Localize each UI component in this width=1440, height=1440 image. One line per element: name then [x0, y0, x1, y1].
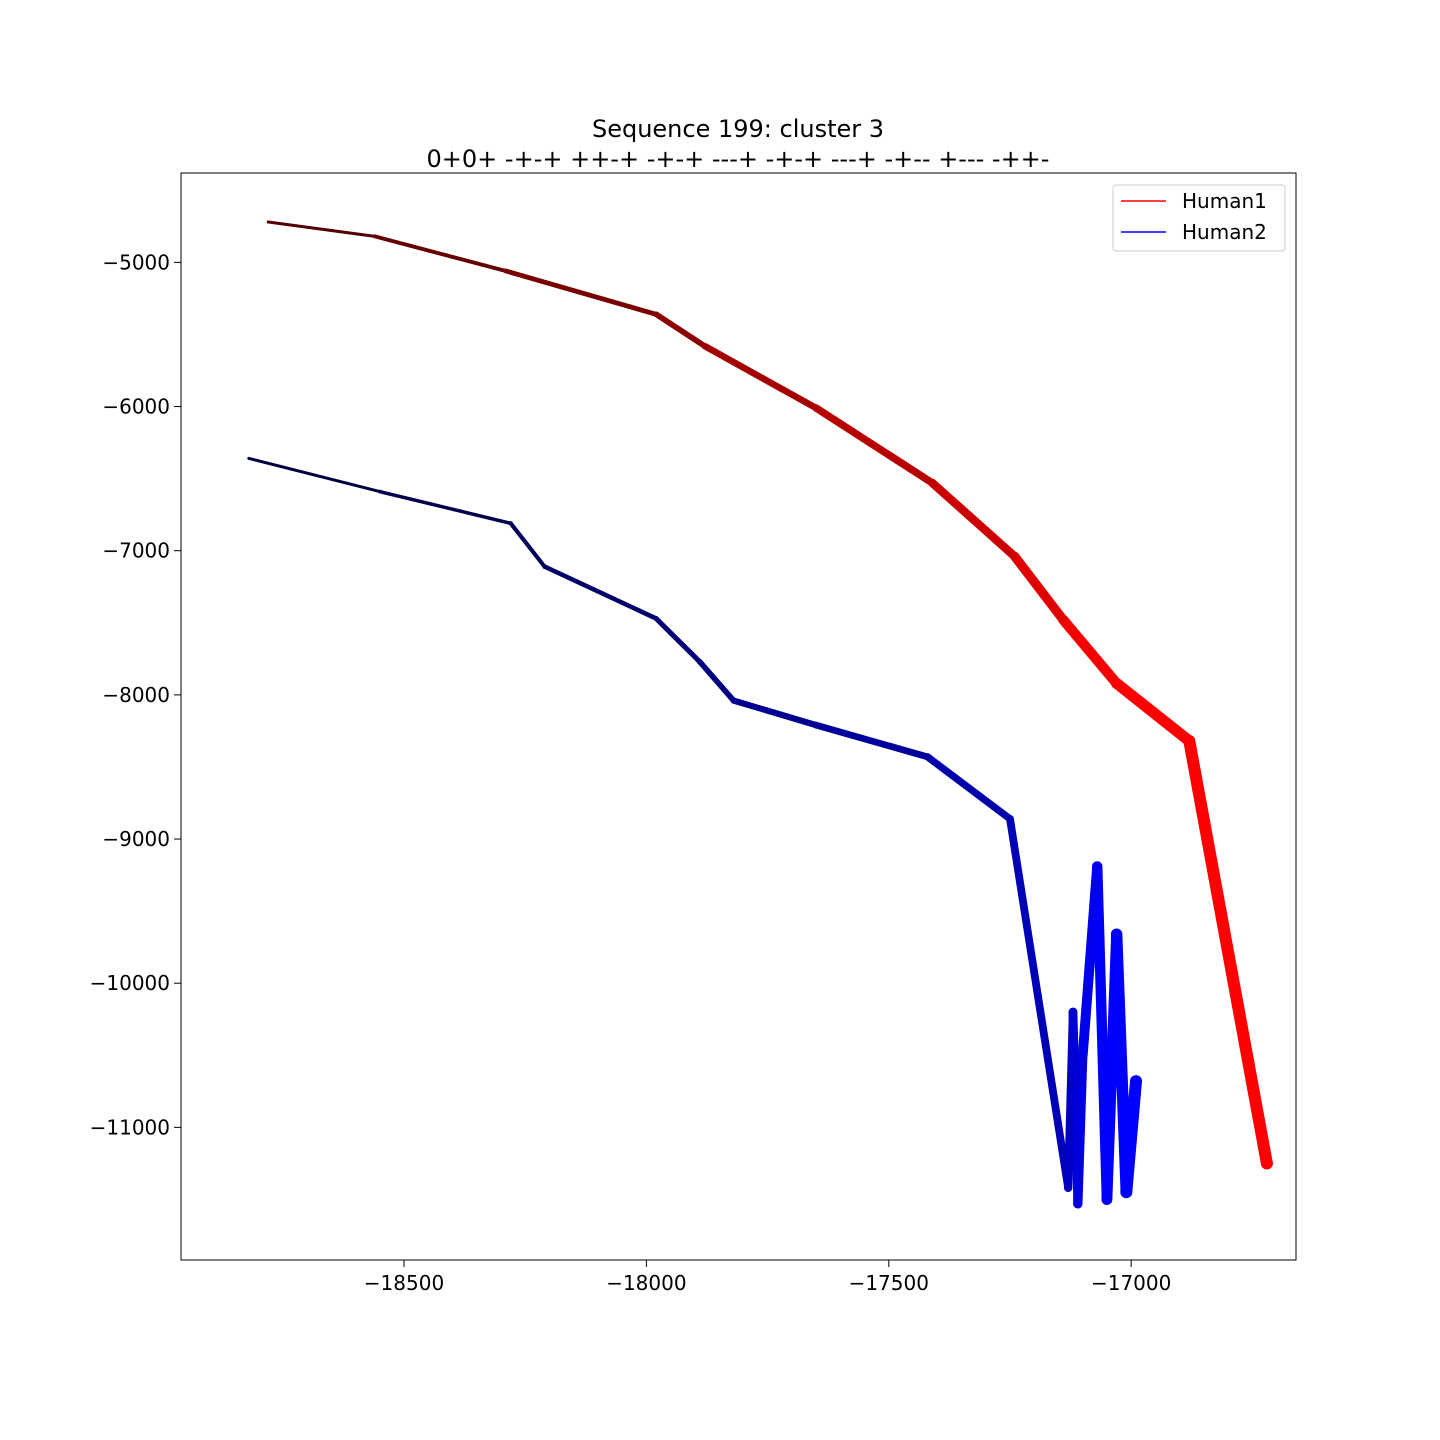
series-human2-point	[1111, 928, 1123, 940]
series-human1-point	[701, 342, 708, 350]
series-human1-point	[1183, 735, 1195, 747]
series-human2-point	[730, 697, 737, 704]
y-tick-label: −10000	[90, 971, 170, 995]
series-human1-point	[373, 234, 377, 239]
series-human2-point	[1101, 1194, 1113, 1205]
series-human1-point	[1058, 615, 1069, 625]
legend-label-human1: Human1	[1182, 189, 1267, 213]
series-human2-segment	[542, 564, 659, 621]
series-human2-point	[696, 658, 703, 665]
series-human2-point	[1073, 1199, 1083, 1209]
series-human2-point	[1064, 1183, 1073, 1192]
series-human1-point	[1111, 678, 1122, 689]
series-human1-point	[928, 479, 937, 487]
series-human2-point	[508, 521, 513, 526]
series-human1-segment	[701, 342, 820, 412]
series-human2-point	[924, 753, 932, 761]
series-human2-segment	[923, 753, 1014, 823]
series-human2-segment	[378, 489, 513, 526]
legend: Human1 Human2	[1112, 184, 1286, 252]
series-human2-segment	[812, 721, 931, 761]
series-human2-point	[1092, 861, 1103, 872]
x-tick-label: −17500	[849, 1271, 929, 1295]
series-human2-segment	[1006, 815, 1073, 1192]
series-human2-segment	[653, 615, 703, 665]
series-human1-segment	[812, 404, 937, 487]
x-tick-label: −18000	[606, 1271, 686, 1295]
series-human2	[247, 456, 1142, 1209]
y-tick-label: −11000	[90, 1115, 170, 1139]
series-human1-point	[812, 404, 820, 412]
series-human1-point	[1010, 552, 1020, 561]
series-human1-segment	[1183, 735, 1273, 1170]
series-human1-segment	[1058, 614, 1122, 689]
series-human1-point	[653, 311, 659, 317]
y-tick-label: −8000	[102, 683, 170, 707]
series-human2-point	[1068, 1007, 1078, 1017]
chart-title: Sequence 199: cluster 3	[592, 115, 884, 143]
x-tick-label: −18500	[364, 1271, 444, 1295]
series-human1-segment	[928, 478, 1019, 561]
series-human2-segment	[730, 697, 820, 729]
series-human2-point	[653, 616, 659, 621]
series-human1-point	[503, 268, 509, 274]
series-human2-segment	[1120, 1075, 1142, 1199]
series-human1-segment	[503, 268, 659, 317]
series-human2-point	[812, 721, 820, 729]
plot-area	[247, 220, 1273, 1209]
series-human2-segment	[508, 521, 547, 569]
plot-frame	[180, 172, 1297, 1261]
series-human1-segment	[1111, 677, 1195, 747]
y-tick-label: −7000	[102, 539, 170, 563]
series-human2-point	[1006, 815, 1014, 823]
series-human1-segment	[1010, 551, 1068, 625]
x-tick-label: −17000	[1091, 1271, 1171, 1295]
series-human2-segment	[247, 456, 382, 494]
y-tick-label: −5000	[102, 250, 170, 274]
series-human2-point	[1130, 1075, 1142, 1088]
y-tick-label: −6000	[102, 395, 170, 419]
series-human1-segment	[266, 220, 377, 238]
series-human1-segment	[372, 234, 508, 273]
legend-label-human2: Human2	[1182, 220, 1267, 244]
series-human1-segment	[653, 311, 708, 349]
series-human1	[266, 220, 1273, 1170]
axes: −18500 −18000 −17500 −17000 −5000 −6000 −7000 −…	[90, 250, 1172, 1295]
chart-subtitle: 0+0+ -+-+ ++-+ -+-+ ---+ -+-+ ---+ -+-- …	[427, 145, 1050, 173]
series-human2-segment	[696, 658, 737, 704]
series-human1-point	[1260, 1157, 1273, 1170]
series-human2-point	[542, 564, 547, 569]
series-human2-segment	[1073, 1050, 1088, 1209]
series-human2-point	[378, 489, 382, 494]
series-human1-point	[266, 220, 270, 224]
series-human2-point	[1120, 1186, 1133, 1198]
series-human2-point	[247, 456, 251, 460]
y-tick-label: −9000	[102, 827, 170, 851]
series-human2-point	[1077, 1050, 1088, 1061]
